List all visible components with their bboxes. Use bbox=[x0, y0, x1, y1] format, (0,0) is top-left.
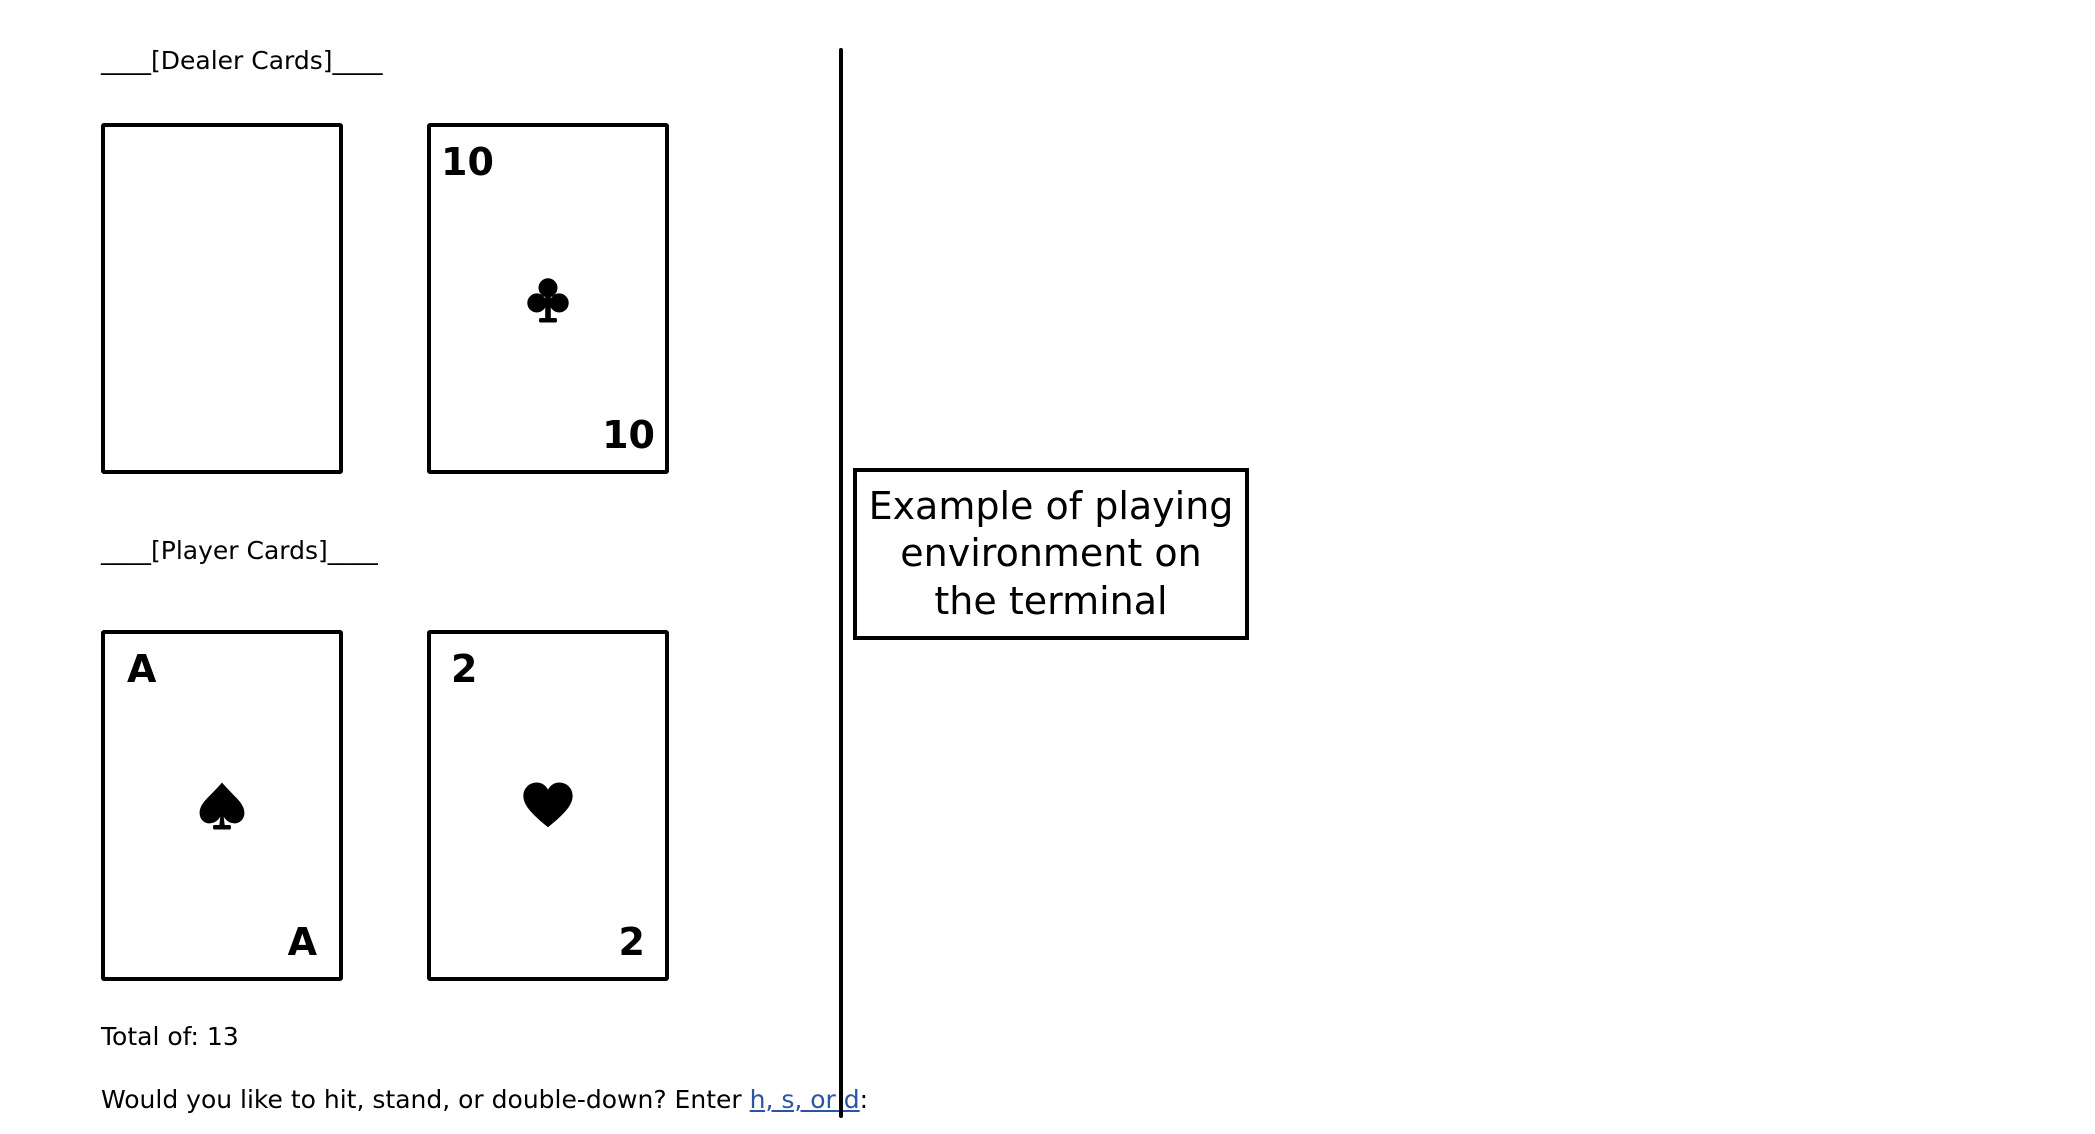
player-cards-heading: ____[Player Cards]____ bbox=[101, 536, 378, 565]
card-rank-bottom: 2 bbox=[618, 920, 645, 964]
caption-box: Example of playing environment on the te… bbox=[853, 468, 1249, 640]
caption-text: Example of playing environment on the te… bbox=[868, 483, 1234, 623]
player-card-two-of-hearts: 2 2 bbox=[427, 630, 669, 981]
prompt-suffix: : bbox=[859, 1085, 869, 1114]
card-rank-top: A bbox=[127, 647, 157, 691]
player-total: Total of: 13 bbox=[101, 1022, 239, 1051]
spade-suit-icon bbox=[194, 778, 250, 834]
heart-suit-icon bbox=[520, 778, 576, 834]
card-rank-top: 2 bbox=[451, 647, 478, 691]
card-rank-bottom: 10 bbox=[602, 413, 655, 457]
card-rank-top: 10 bbox=[441, 140, 494, 184]
dealer-cards-heading: ____[Dealer Cards]____ bbox=[101, 46, 383, 75]
card-rank-bottom: A bbox=[287, 920, 317, 964]
vertical-divider bbox=[839, 48, 843, 1118]
club-suit-icon bbox=[520, 271, 576, 327]
dealer-card-ten-of-clubs: 10 10 bbox=[427, 123, 669, 474]
action-prompt: Would you like to hit, stand, or double-… bbox=[101, 1087, 868, 1112]
player-card-ace-of-spades: A A bbox=[101, 630, 343, 981]
dealer-card-face-down bbox=[101, 123, 343, 474]
action-options-link[interactable]: h, s, or d bbox=[749, 1085, 860, 1114]
prompt-text: Would you like to hit, stand, or double-… bbox=[101, 1085, 750, 1114]
